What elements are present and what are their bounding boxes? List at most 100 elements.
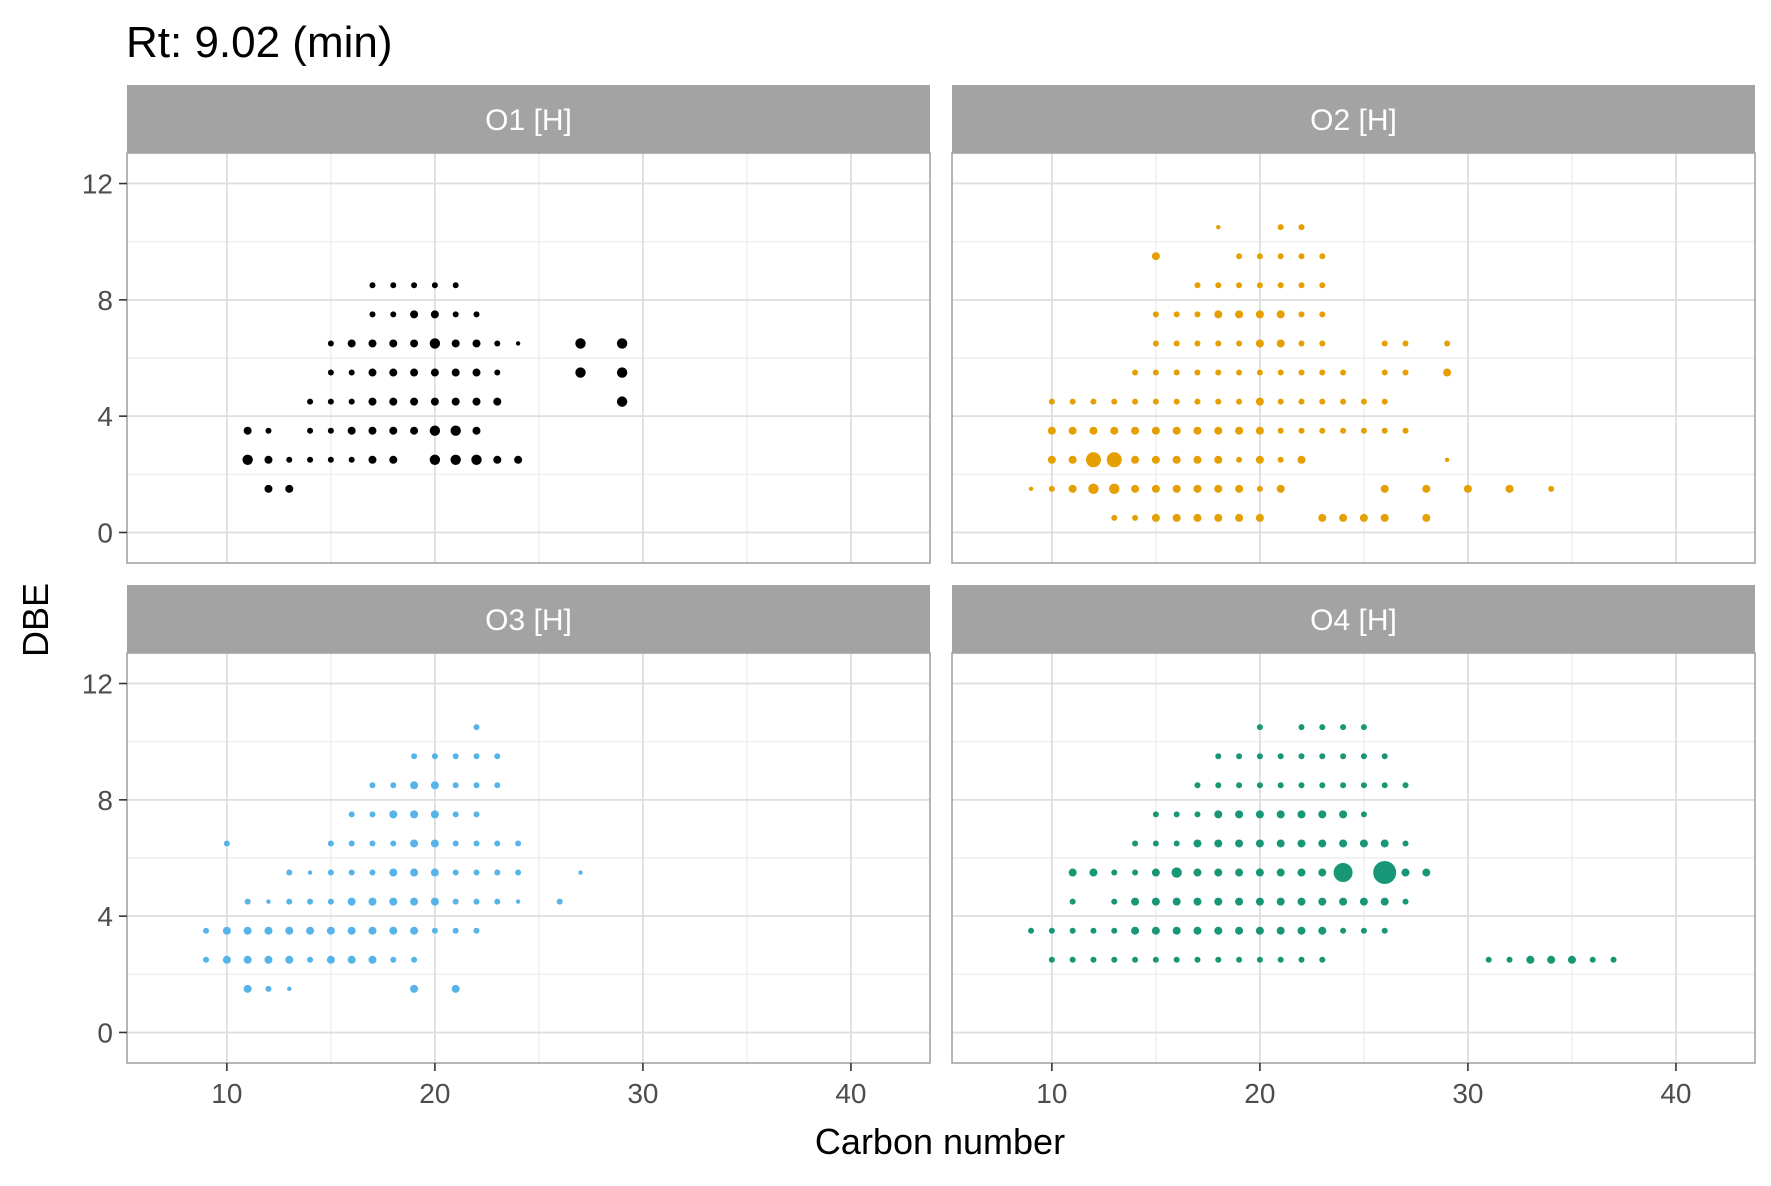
data-point: [1255, 397, 1264, 406]
data-point: [348, 869, 355, 876]
data-point: [472, 368, 481, 377]
data-point: [473, 811, 480, 818]
data-point: [1505, 484, 1514, 493]
data-point: [1132, 514, 1139, 521]
data-point: [1547, 955, 1556, 964]
facet-label-1: O1 [H]: [485, 104, 572, 137]
data-point: [1381, 782, 1388, 789]
chart-title: Rt: 9.02 (min): [126, 18, 393, 67]
data-point: [1111, 398, 1118, 405]
data-point: [1215, 782, 1222, 789]
data-point: [430, 368, 439, 377]
data-point: [494, 782, 501, 789]
data-point: [326, 926, 335, 935]
data-point: [1277, 753, 1284, 760]
data-point: [494, 340, 501, 347]
data-point: [368, 368, 377, 377]
data-point: [222, 926, 231, 935]
data-point: [1277, 427, 1284, 434]
data-point: [431, 753, 438, 760]
data-point: [1318, 839, 1327, 848]
data-point: [368, 455, 377, 464]
data-point: [1298, 427, 1305, 434]
data-point: [1340, 427, 1347, 434]
data-point: [1048, 398, 1055, 405]
data-point: [203, 927, 210, 934]
data-point: [1277, 398, 1284, 405]
data-point: [1380, 484, 1389, 493]
data-point: [1360, 753, 1367, 760]
data-point: [1360, 724, 1367, 731]
data-point: [348, 369, 355, 376]
data-point: [578, 870, 583, 875]
data-point: [347, 897, 356, 906]
data-point: [1236, 398, 1243, 405]
data-point: [494, 753, 501, 760]
data-point: [1194, 340, 1201, 347]
data-point: [1360, 782, 1367, 789]
data-point: [266, 899, 271, 904]
data-point: [286, 869, 293, 876]
data-point: [1373, 861, 1397, 885]
data-point: [1152, 956, 1159, 963]
data-point: [1172, 426, 1181, 435]
data-point: [1360, 927, 1367, 934]
data-point: [473, 724, 480, 731]
data-point: [1402, 427, 1409, 434]
data-point: [285, 484, 294, 493]
data-point: [1047, 426, 1056, 435]
data-point: [1255, 455, 1264, 464]
data-point: [369, 840, 376, 847]
data-point: [1381, 340, 1388, 347]
data-point: [1235, 310, 1244, 319]
data-point: [452, 927, 459, 934]
data-point: [1255, 810, 1264, 819]
data-point: [1235, 810, 1244, 819]
data-point: [265, 985, 272, 992]
data-point: [1506, 956, 1513, 963]
data-point: [369, 811, 376, 818]
data-point: [326, 955, 335, 964]
data-point: [410, 868, 419, 877]
data-point: [1028, 927, 1035, 934]
data-point: [265, 427, 272, 434]
data-point: [307, 398, 314, 405]
data-point: [515, 899, 521, 904]
data-point: [1297, 810, 1306, 819]
data-point: [1443, 368, 1452, 377]
data-point: [264, 455, 273, 464]
data-point: [515, 341, 521, 346]
data-point: [1068, 455, 1077, 464]
data-point: [1068, 868, 1077, 877]
data-point: [327, 427, 334, 434]
data-point: [1298, 369, 1305, 376]
data-point: [410, 926, 419, 935]
data-point: [1214, 868, 1223, 877]
data-point: [1194, 782, 1201, 789]
data-point: [1319, 253, 1326, 260]
data-point: [411, 753, 418, 760]
data-point: [1277, 369, 1284, 376]
facet-strip-4: [952, 585, 1755, 653]
data-point: [1132, 840, 1139, 847]
data-point: [390, 840, 397, 847]
data-point: [1173, 340, 1180, 347]
data-point: [1298, 753, 1305, 760]
data-point: [1109, 483, 1120, 495]
x-tick-label: 10: [1036, 1078, 1067, 1109]
data-point: [285, 926, 294, 935]
data-point: [514, 455, 523, 464]
data-point: [222, 955, 231, 964]
data-point: [1131, 484, 1140, 493]
data-point: [1298, 340, 1305, 347]
data-point: [1422, 513, 1431, 522]
y-tick-label: 12: [82, 169, 113, 200]
data-point: [1297, 926, 1306, 935]
data-point: [1256, 282, 1263, 289]
data-point: [1235, 839, 1244, 848]
data-point: [1255, 926, 1264, 935]
data-point: [1090, 398, 1097, 405]
data-point: [1047, 455, 1056, 464]
data-point: [1402, 840, 1409, 847]
data-point: [1151, 513, 1160, 522]
